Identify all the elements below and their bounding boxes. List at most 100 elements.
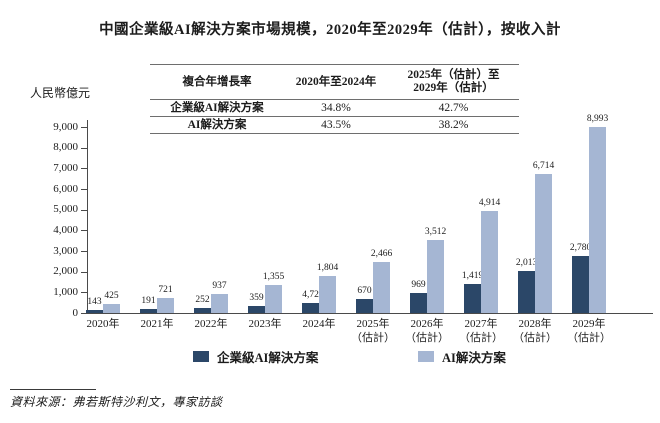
cagr-header-period-2025-2029: 2025年（估計）至 2029年（估計） (388, 69, 519, 95)
x-axis-category-label: 2022年 (194, 318, 228, 330)
x-axis-category-label: 2020年 (86, 318, 120, 330)
y-tick-label: 7,000 (53, 161, 78, 174)
bar-value-label: 252 (195, 295, 210, 305)
bar-value-label: 969 (411, 280, 426, 290)
cagr-row-ai: AI解決方案 43.5% 38.2% (150, 117, 519, 133)
y-tick-label: 3,000 (53, 244, 78, 257)
legend-label-ai: AI解決方案 (442, 351, 506, 365)
cagr-header-period-2025-2029-line2: 2029年（估計） (413, 82, 494, 94)
bar-ai (211, 294, 228, 313)
legend-swatch-ai (418, 351, 434, 362)
bar-enterprise-ai (464, 284, 481, 313)
bar-ai (103, 304, 120, 313)
x-axis-estimate-note: （估計） (459, 331, 503, 344)
bar-ai (535, 174, 552, 313)
x-axis-line (87, 313, 653, 314)
y-tick-label: 2,000 (53, 265, 78, 278)
cagr-value: 42.7% (438, 101, 469, 114)
cagr-header-metric: 複合年增長率 (182, 75, 252, 88)
y-axis-unit-label: 人民幣億元 (30, 86, 91, 100)
bar-value-label: 4,72 (302, 290, 319, 300)
y-tick-mark (81, 292, 87, 294)
y-tick-mark (81, 230, 87, 232)
y-tick-label: 1,000 (53, 285, 78, 298)
y-tick-label: 9,000 (53, 120, 78, 133)
source-note: 資料來源：弗若斯特沙利文，專家訪談 (10, 395, 223, 409)
footnote-divider (10, 389, 96, 390)
bar-enterprise-ai (356, 299, 373, 313)
bar-ai (157, 298, 174, 313)
bar-enterprise-ai (572, 256, 589, 313)
bar-enterprise-ai (518, 271, 535, 313)
bar-ai (481, 211, 498, 313)
bar-value-label: 359 (249, 293, 264, 303)
bar-value-label: 2,780 (569, 243, 592, 253)
y-tick-mark (81, 209, 87, 211)
y-tick-label: 6,000 (53, 182, 78, 195)
y-tick-label: 8,000 (53, 141, 78, 154)
x-axis-category-label: 2026年 （估計） (398, 318, 456, 345)
bar-value-label: 143 (87, 297, 102, 307)
bar-value-label: 425 (104, 291, 119, 301)
cagr-table-header-row: 複合年增長率 2020年至2024年 2025年（估計）至 2029年（估計） (150, 65, 519, 100)
bar-enterprise-ai (410, 293, 427, 313)
bar-value-label: 1,355 (262, 272, 285, 282)
x-axis-category-label: 2027年 （估計） (452, 318, 510, 345)
x-axis-category-label: 2021年 (140, 318, 174, 330)
cagr-header-period-2025-2029-line1: 2025年（估計）至 (407, 69, 500, 81)
bar-enterprise-ai (302, 303, 319, 313)
legend-item-enterprise-ai: 企業級AI解決方案 (193, 347, 318, 366)
bar-ai (265, 285, 282, 313)
bar-value-label: 1,804 (316, 263, 339, 273)
y-tick-label: 0 (72, 306, 79, 319)
y-tick-label: 4,000 (53, 223, 78, 236)
bar-value-label: 1,419 (461, 271, 484, 281)
y-tick-mark (81, 313, 87, 314)
y-tick-mark (81, 147, 87, 149)
bar-value-label: 3,512 (424, 227, 447, 237)
bar-enterprise-ai (86, 310, 103, 313)
cagr-value: 38.2% (438, 118, 469, 131)
x-axis-estimate-note: （估計） (567, 331, 611, 344)
bar-ai (427, 240, 444, 313)
bar-ai (319, 276, 336, 313)
cagr-value: 34.8% (321, 101, 351, 114)
bar-value-label: 6,714 (532, 161, 555, 171)
bar-enterprise-ai (140, 309, 157, 313)
legend-swatch-enterprise-ai (193, 351, 209, 362)
x-axis-category-label: 2023年 (248, 318, 282, 330)
cagr-row-label: 企業級AI解決方案 (170, 101, 264, 114)
bar-value-label: 4,914 (478, 198, 501, 208)
x-axis-category-label: 2024年 (302, 318, 336, 330)
bar-value-label: 2,466 (370, 249, 393, 259)
cagr-row-enterprise-ai: 企業級AI解決方案 34.8% 42.7% (150, 100, 519, 117)
bar-value-label: 8,993 (586, 114, 609, 124)
y-tick-mark (81, 251, 87, 252)
bar-enterprise-ai (248, 306, 265, 313)
y-tick-label: 5,000 (53, 203, 78, 216)
y-tick-mark (81, 168, 87, 170)
page-title: 中國企業級AI解決方案市場規模，2020年至2029年（估計），按收入計 (99, 22, 561, 38)
bar-ai (589, 127, 606, 313)
cagr-row-label: AI解決方案 (187, 118, 247, 131)
y-axis-line (87, 120, 88, 314)
bar-enterprise-ai (194, 308, 211, 313)
legend-item-ai: AI解決方案 (418, 347, 506, 366)
y-tick-mark (81, 127, 87, 128)
bar-value-label: 2,013 (515, 258, 538, 268)
bar-value-label: 937 (212, 281, 227, 291)
x-axis-category-label: 2028年 （估計） (506, 318, 564, 345)
legend-label-enterprise-ai: 企業級AI解決方案 (217, 351, 319, 365)
cagr-header-period-2020-2024: 2020年至2024年 (295, 75, 377, 88)
x-axis-category-label: 2029年 （估計） (560, 318, 618, 345)
y-tick-mark (81, 271, 87, 273)
x-axis-estimate-note: （估計） (513, 331, 557, 344)
x-axis-category-label: 2025年 （估計） (344, 318, 402, 345)
x-axis-estimate-note: （估計） (351, 331, 395, 344)
cagr-value: 43.5% (321, 118, 351, 131)
bar-ai (373, 262, 390, 313)
bar-value-label: 191 (141, 296, 156, 306)
bar-value-label: 721 (158, 285, 173, 295)
x-axis-estimate-note: （估計） (405, 331, 449, 344)
